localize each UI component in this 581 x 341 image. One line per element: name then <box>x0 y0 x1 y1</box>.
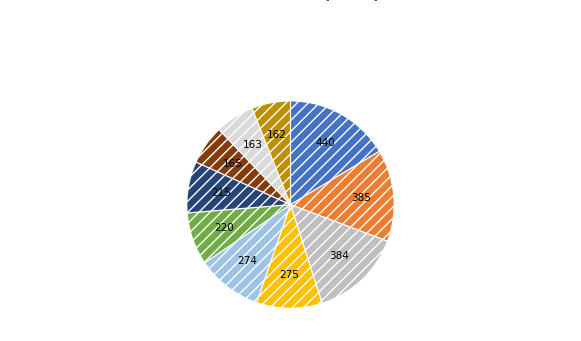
Text: 384: 384 <box>329 251 349 261</box>
Wedge shape <box>252 101 290 205</box>
Text: 165: 165 <box>223 159 243 169</box>
Wedge shape <box>205 205 290 302</box>
Text: 162: 162 <box>267 130 287 140</box>
Text: 275: 275 <box>279 270 300 280</box>
Text: 440: 440 <box>315 138 335 148</box>
Text: 163: 163 <box>242 140 263 150</box>
Wedge shape <box>257 205 322 308</box>
Wedge shape <box>290 151 394 241</box>
Wedge shape <box>290 205 388 303</box>
Title: FRANCE SOURCE COUNTRIES FOR
IMMIGRATION (000S): FRANCE SOURCE COUNTRIES FOR IMMIGRATION … <box>147 0 434 2</box>
Text: 274: 274 <box>238 255 257 266</box>
Wedge shape <box>219 108 290 205</box>
Wedge shape <box>196 130 290 205</box>
Text: 215: 215 <box>211 188 231 197</box>
Wedge shape <box>187 162 290 213</box>
Wedge shape <box>290 101 379 205</box>
Text: 220: 220 <box>214 223 234 233</box>
Wedge shape <box>187 205 290 263</box>
Text: 385: 385 <box>351 193 371 203</box>
